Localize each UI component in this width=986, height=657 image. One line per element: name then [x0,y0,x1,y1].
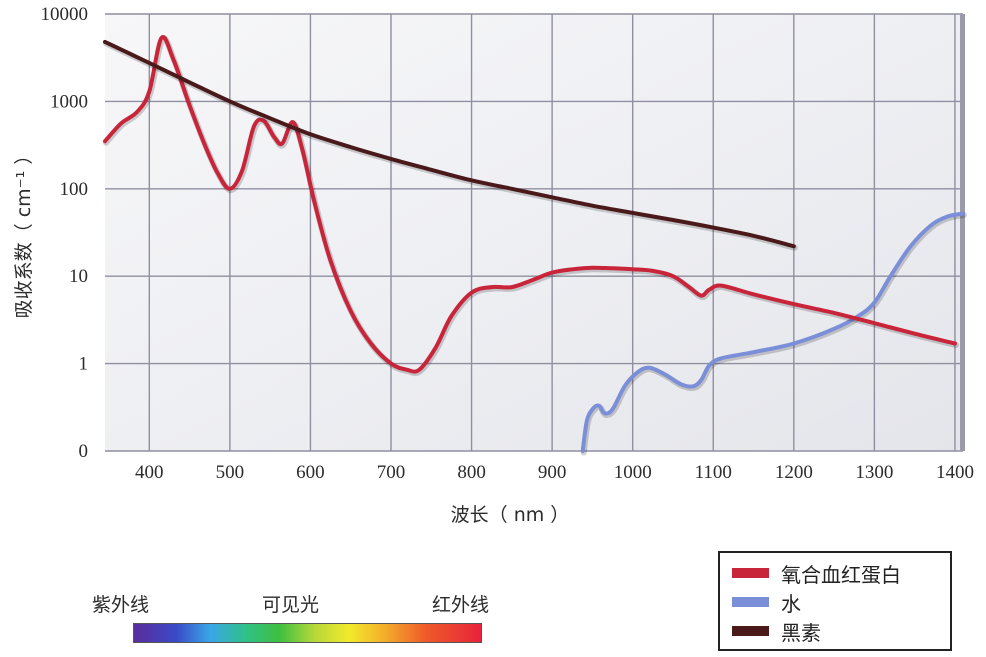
x-tick-label: 500 [216,462,245,483]
x-axis-title: 波长（ nm ） [451,504,570,526]
x-tick-label: 600 [296,462,325,483]
grid-lines [105,13,963,452]
y-tick-label: 10000 [41,4,89,25]
legend-label-melanin: 黑素 [781,620,821,645]
plot-right-border [960,14,965,451]
y-tick-labels: 0 1 10 100 1000 10000 [41,4,89,462]
visible-light-label: 可见光 [262,594,320,616]
absorption-chart: 400 500 600 700 800 900 1000 1100 1200 1300 1400 0… [13,4,974,526]
legend-swatch-melanin [732,626,769,636]
legend-swatch-water [732,597,769,607]
x-tick-label: 1400 [936,462,974,483]
legend: 氧合血红蛋白 水 黑素 [718,551,952,651]
y-tick-label: 0 [79,441,89,462]
x-tick-label: 900 [538,462,567,483]
legend-label-oxyhemoglobin: 氧合血红蛋白 [781,562,901,587]
legend-item-water: 水 [732,589,801,616]
y-tick-label: 10 [69,266,88,287]
series-line-oxyhemoglobin [103,35,957,374]
y-tick-label: 100 [60,179,89,200]
y-axis-title: 吸收系数（ cm⁻¹ ） [13,146,35,319]
series-line-water [580,211,965,453]
legend-label-water: 水 [781,591,801,616]
x-tick-label: 800 [457,462,486,483]
spectrum-bar [133,623,482,643]
x-tick-label: 1000 [614,462,652,483]
x-tick-label: 700 [377,462,406,483]
infrared-label: 红外线 [432,594,490,616]
y-tick-label: 1 [79,354,89,375]
x-tick-label: 1200 [775,462,813,483]
x-tick-label: 400 [135,462,164,483]
legend-item-melanin: 黑素 [732,618,821,645]
plot-area [105,14,963,451]
legend-item-oxyhemoglobin: 氧合血红蛋白 [732,560,901,587]
x-tick-label: 1100 [695,462,732,483]
y-tick-label: 1000 [50,91,88,112]
x-tick-label: 1300 [855,462,893,483]
x-tick-labels: 400 500 600 700 800 900 1000 1100 1200 1300 1400 [135,462,974,483]
series-layer [103,35,967,456]
uv-label: 紫外线 [92,594,150,616]
series-line-melanin [103,39,796,249]
legend-swatch-oxyhemoglobin [732,568,769,578]
